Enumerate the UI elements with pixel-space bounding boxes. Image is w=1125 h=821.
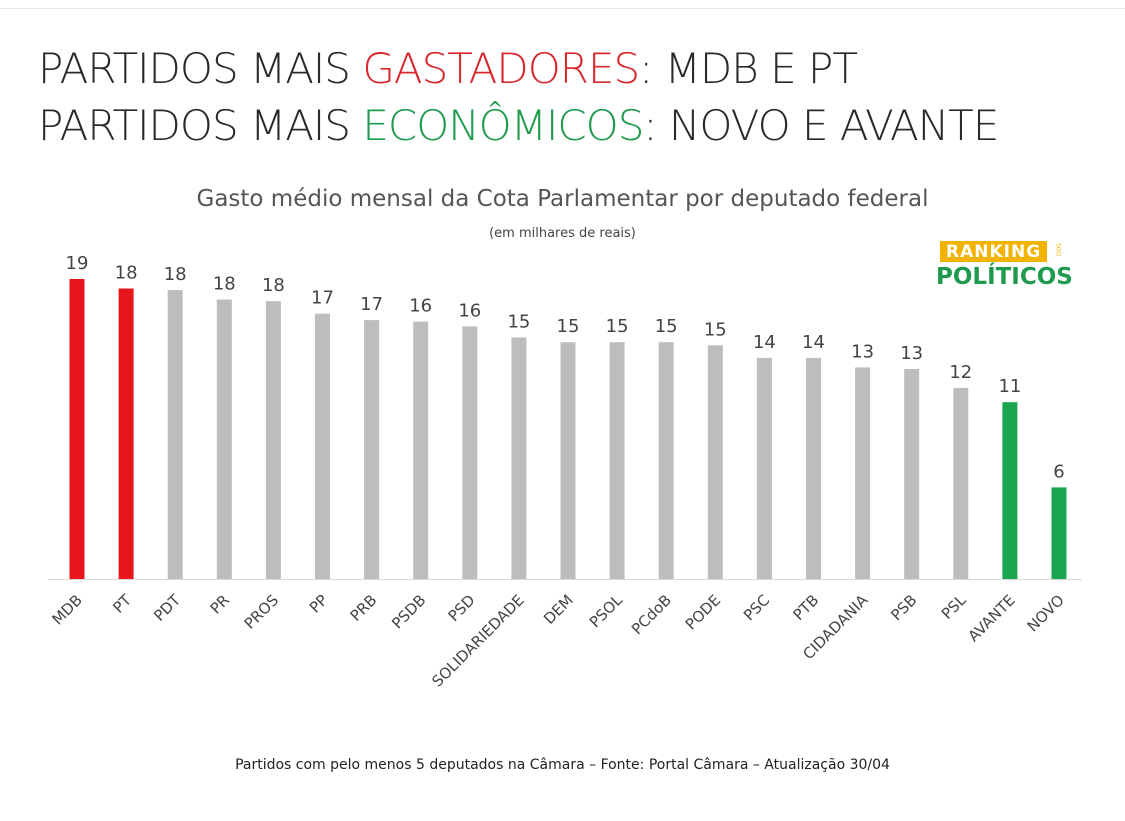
bar-ptb — [806, 357, 821, 579]
x-tick-label-novo: NOVO — [1024, 591, 1068, 635]
headline-1-prefix: PARTIDOS MAIS — [38, 44, 363, 93]
data-label-solidariedade: 15 — [507, 311, 530, 332]
data-label-psc: 14 — [753, 332, 776, 353]
bar-solidariedade — [511, 337, 527, 579]
x-tick-label-psb: PSB — [887, 591, 920, 624]
data-label-pt: 18 — [115, 263, 138, 284]
headline-1-highlight: GASTADORES — [362, 44, 640, 93]
data-label-pode: 15 — [704, 319, 727, 340]
headline-line-1: PARTIDOS MAIS GASTADORES: MDB E PT — [38, 44, 1118, 93]
data-label-psb: 13 — [900, 343, 923, 364]
x-tick-label-prb: PRB — [347, 591, 381, 625]
data-label-mdb: 19 — [66, 253, 89, 274]
bar-psb — [904, 369, 920, 579]
data-label-pcdob: 15 — [655, 316, 678, 337]
bar-psl — [953, 387, 969, 579]
logo-politicos-text: POLÍTICOS — [936, 264, 1073, 290]
bar-pode — [707, 345, 723, 579]
data-label-pdt: 18 — [164, 264, 187, 285]
headline-1-suffix: : MDB E PT — [639, 44, 858, 93]
data-label-novo: 6 — [1053, 461, 1064, 482]
data-label-dem: 15 — [557, 316, 580, 337]
bar-avante — [1002, 402, 1018, 579]
bar-pr — [216, 299, 232, 579]
bar-mdb — [69, 279, 85, 579]
bar-pdt — [167, 290, 183, 579]
x-tick-label-ptb: PTB — [789, 591, 822, 624]
data-label-psd: 16 — [458, 300, 481, 321]
data-label-pros: 18 — [262, 275, 285, 296]
data-label-prb: 17 — [360, 294, 383, 315]
data-label-ptb: 14 — [802, 332, 825, 353]
x-tick-label-avante: AVANTE — [964, 591, 1018, 645]
x-tick-label-pt: PT — [109, 591, 135, 617]
chart-subtitle: (em milhares de reais) — [489, 226, 636, 241]
x-tick-label-mdb: MDB — [48, 591, 85, 628]
ranking-dos-politicos-logo: RANKING DOS POLÍTICOS — [936, 237, 1076, 297]
x-tick-label-psdb: PSDB — [388, 591, 429, 632]
bar-psd — [462, 326, 478, 579]
bar-pp — [315, 313, 330, 579]
bar-prb — [364, 320, 380, 579]
x-tick-label-pp: PP — [306, 591, 332, 617]
x-tick-label-pcdob: PCdoB — [628, 591, 675, 638]
x-tick-label-pode: PODE — [682, 591, 724, 633]
headline-2-highlight: ECONÔMICOS — [362, 101, 644, 150]
headline-line-2: PARTIDOS MAIS ECONÔMICOS: NOVO E AVANTE — [38, 101, 1118, 150]
bar-pt — [118, 288, 134, 579]
data-label-cidadania: 13 — [851, 341, 874, 362]
x-tick-label-dem: DEM — [540, 591, 577, 628]
x-tick-label-pros: PROS — [241, 591, 283, 633]
data-label-avante: 11 — [998, 376, 1021, 397]
logo-ranking-text: RANKING — [940, 241, 1048, 262]
x-tick-label-solidariedade: SOLIDARIEDADE — [428, 591, 527, 690]
x-tick-label-pr: PR — [207, 591, 233, 617]
data-label-psol: 15 — [606, 316, 629, 337]
data-label-pp: 17 — [311, 288, 334, 309]
footer-note: Partidos com pelo menos 5 deputados na C… — [235, 757, 890, 773]
x-tick-label-psd: PSD — [445, 591, 479, 625]
x-tick-label-psl: PSL — [938, 591, 970, 623]
top-divider — [0, 8, 1125, 9]
x-tick-label-psc: PSC — [740, 591, 773, 624]
chart-title: Gasto médio mensal da Cota Parlamentar p… — [196, 186, 929, 212]
bar-cidadania — [855, 367, 871, 579]
bar-psc — [756, 357, 772, 579]
data-label-psdb: 16 — [409, 296, 432, 317]
bar-dem — [560, 342, 576, 579]
bar-psol — [609, 342, 625, 579]
data-label-pr: 18 — [213, 274, 236, 295]
bar-pcdob — [658, 342, 674, 579]
data-label-psl: 12 — [949, 362, 972, 383]
x-tick-label-pdt: PDT — [150, 591, 184, 625]
bar-novo — [1051, 487, 1067, 579]
headline-2-prefix: PARTIDOS MAIS — [38, 101, 363, 150]
bar-pros — [265, 301, 281, 579]
headline-2-suffix: : NOVO E AVANTE — [643, 101, 999, 150]
bar-psdb — [413, 321, 429, 579]
x-tick-label-psol: PSOL — [586, 591, 627, 632]
